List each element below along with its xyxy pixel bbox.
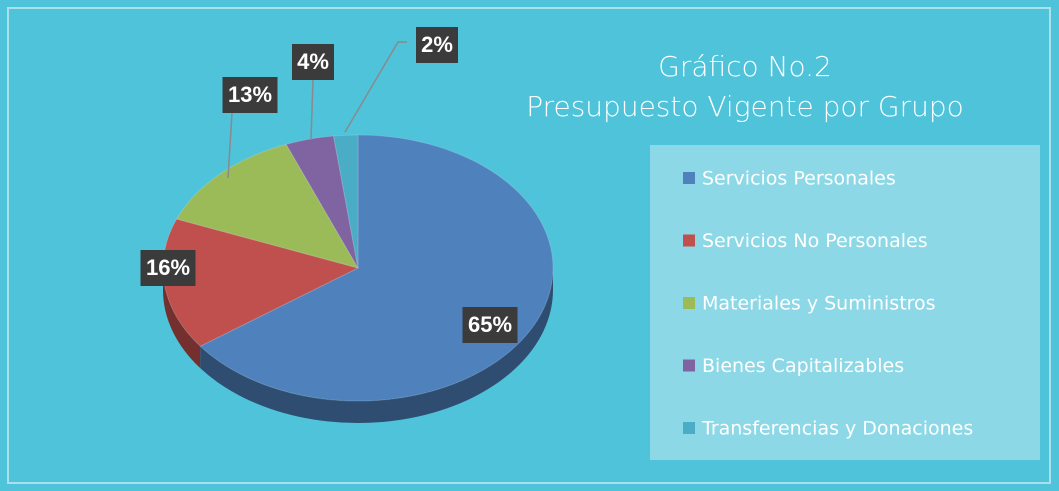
data-label-box: [462, 307, 518, 343]
slice: [332, 134, 359, 269]
data-label-box: [222, 77, 278, 113]
legend-label: Materiales y Suministros: [702, 293, 936, 315]
slice: [285, 135, 359, 269]
legend-label: Servicios Personales: [702, 168, 896, 190]
leader-line: [344, 41, 407, 133]
legend-swatch: [683, 422, 695, 434]
legend-label: Servicios No Personales: [702, 230, 928, 252]
slice-side: [200, 268, 553, 423]
slice-side: [163, 268, 201, 369]
data-label: 4%: [297, 49, 329, 74]
legend-box: [650, 145, 1040, 460]
legend-swatch: [683, 172, 695, 184]
data-label-box: [292, 44, 334, 80]
slice: [175, 143, 360, 269]
data-label: 16%: [146, 255, 190, 280]
leader-line: [310, 79, 314, 141]
legend-swatch: [683, 234, 695, 247]
data-label: 65%: [468, 312, 512, 337]
legend-label: Transferencias y Donaciones: [701, 418, 973, 440]
legend-swatch: [683, 359, 695, 372]
data-label: 13%: [228, 82, 272, 107]
legend-label: Bienes Capitalizables: [702, 355, 904, 377]
frame: [7, 7, 1051, 484]
legend-swatch: [683, 297, 695, 309]
chart-subtitle: Presupuesto Vigente por Grupo: [526, 90, 964, 123]
leader-line: [227, 112, 233, 179]
data-label-box: [416, 27, 458, 63]
data-label: 2%: [421, 32, 453, 57]
chart-title: Gráfico No.2: [658, 50, 832, 83]
data-label-box: [140, 250, 196, 286]
